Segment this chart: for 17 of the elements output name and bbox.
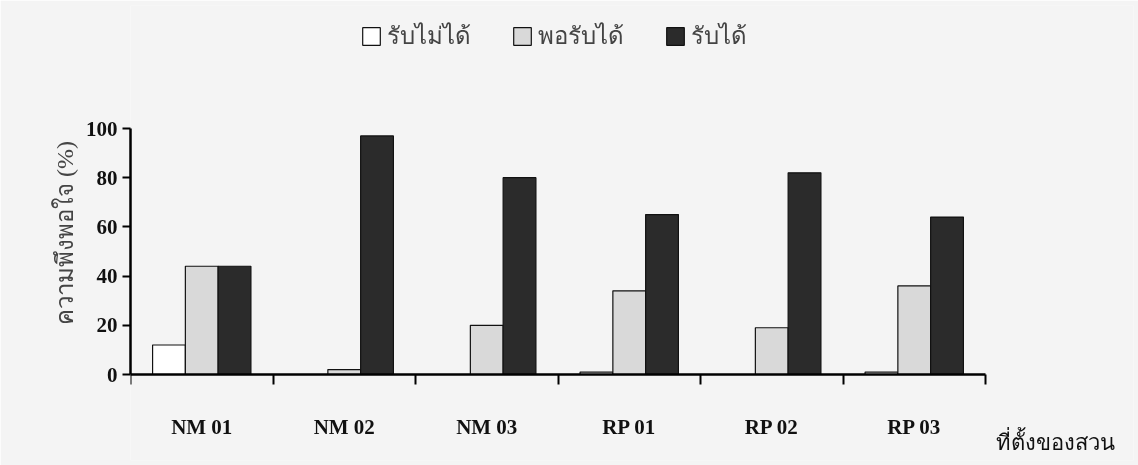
y-tick-label: 100 [86,116,118,141]
x-tick-label: RP 03 [887,414,941,439]
y-tick-label: 40 [96,264,118,289]
y-axis-title: ความพึงพอใจ (%) [51,141,78,325]
x-tick-label: NM 02 [313,414,375,439]
x-tick-label: NM 03 [456,414,518,439]
x-tick-label: NM 01 [171,414,233,439]
y-tick-label: 20 [96,313,118,338]
y-tick-label: 60 [96,214,118,239]
y-tick-label: 80 [96,165,118,190]
legend-label: พอรับได้ [538,21,624,51]
legend-label: รับไม่ได้ [387,21,471,51]
x-tick-label: RP 01 [602,414,656,439]
x-tick-label: RP 02 [744,414,798,439]
x-axis-title: ที่ตั้งของสวน [995,426,1115,455]
y-tick-label: 0 [107,362,118,387]
legend-label: รับได้ [691,21,747,51]
